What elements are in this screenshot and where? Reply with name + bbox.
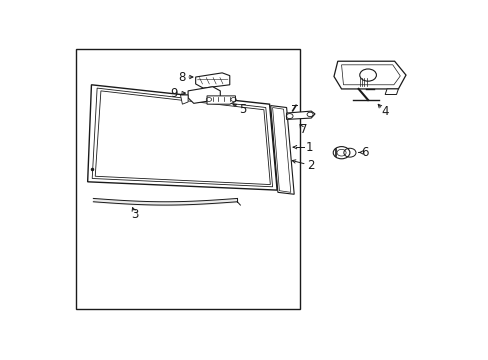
Polygon shape <box>341 65 400 85</box>
Bar <box>76 49 299 309</box>
Polygon shape <box>206 96 235 104</box>
Polygon shape <box>270 105 294 194</box>
Polygon shape <box>286 111 314 120</box>
Text: 3: 3 <box>131 208 138 221</box>
Polygon shape <box>272 108 290 192</box>
Polygon shape <box>333 61 405 89</box>
Text: 8: 8 <box>178 71 185 84</box>
Text: 4: 4 <box>381 105 388 118</box>
Text: 6: 6 <box>361 146 368 159</box>
Polygon shape <box>180 95 188 104</box>
Polygon shape <box>95 91 270 185</box>
Text: 7: 7 <box>299 123 307 136</box>
Text: 2: 2 <box>306 159 314 172</box>
Polygon shape <box>87 85 277 190</box>
Text: 5: 5 <box>239 103 246 116</box>
Polygon shape <box>92 88 272 187</box>
Polygon shape <box>385 89 398 94</box>
Polygon shape <box>188 87 220 103</box>
Text: 1: 1 <box>305 141 312 154</box>
Polygon shape <box>195 73 229 88</box>
Text: 9: 9 <box>170 87 178 100</box>
